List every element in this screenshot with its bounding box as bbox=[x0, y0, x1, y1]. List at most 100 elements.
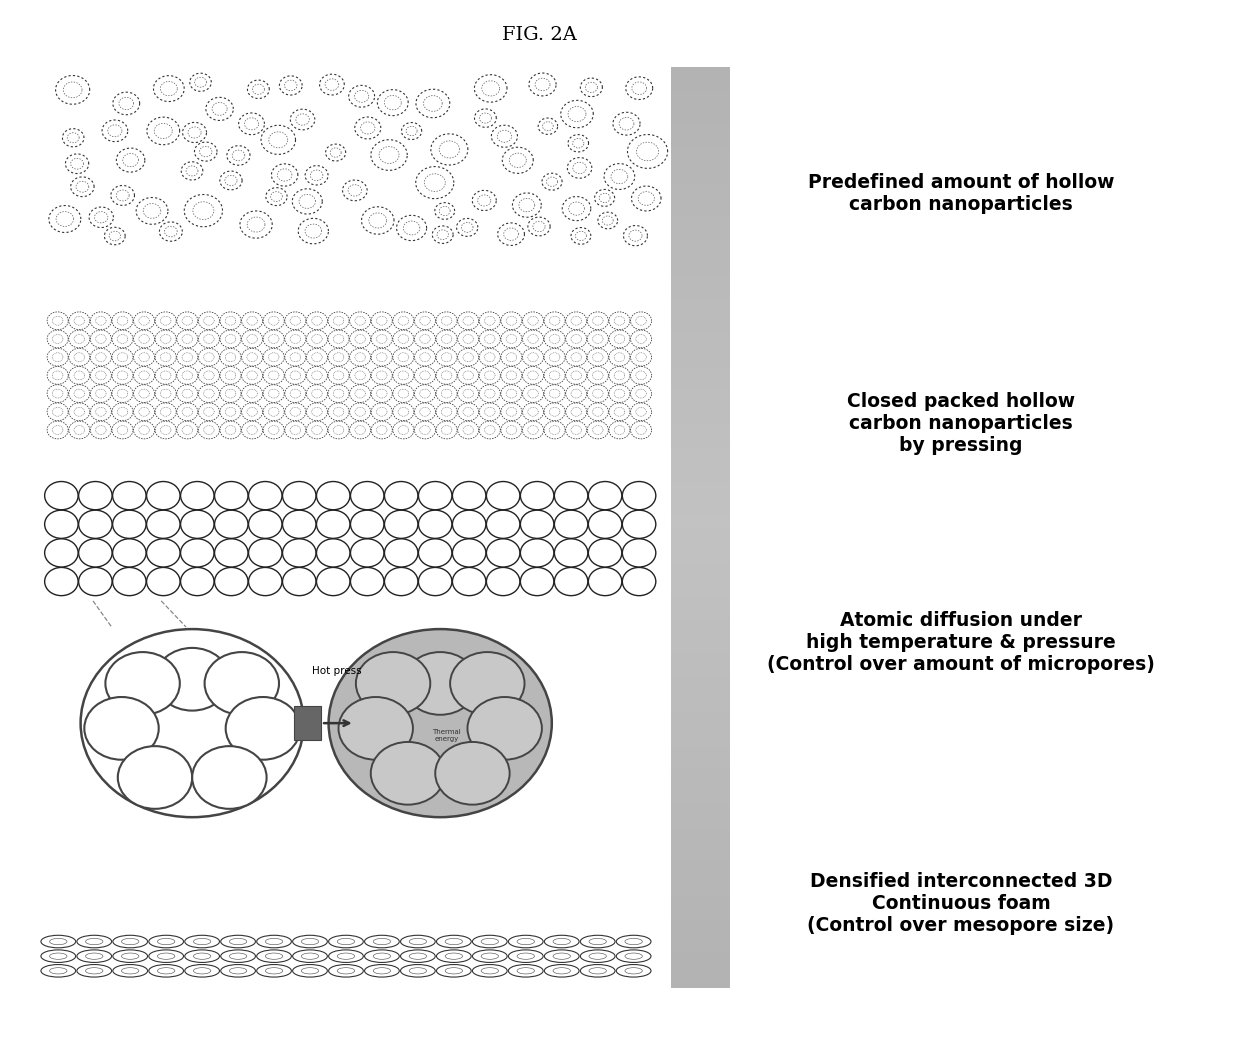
Ellipse shape bbox=[401, 935, 435, 948]
Circle shape bbox=[78, 567, 112, 596]
Circle shape bbox=[146, 510, 180, 538]
Circle shape bbox=[45, 567, 78, 596]
Bar bbox=[671, 642, 730, 654]
Ellipse shape bbox=[301, 968, 319, 974]
Text: Predefined amount of hollow
carbon nanoparticles: Predefined amount of hollow carbon nanop… bbox=[807, 172, 1115, 214]
Bar bbox=[671, 216, 730, 229]
Circle shape bbox=[78, 482, 112, 510]
Circle shape bbox=[78, 539, 112, 567]
Bar bbox=[671, 504, 730, 516]
Ellipse shape bbox=[409, 968, 427, 974]
Circle shape bbox=[588, 510, 621, 538]
Bar bbox=[671, 780, 730, 792]
Ellipse shape bbox=[337, 968, 355, 974]
Bar bbox=[671, 331, 730, 344]
Ellipse shape bbox=[553, 953, 570, 959]
Ellipse shape bbox=[544, 965, 579, 977]
Ellipse shape bbox=[41, 965, 76, 977]
Circle shape bbox=[215, 510, 248, 538]
Bar bbox=[671, 124, 730, 137]
Ellipse shape bbox=[409, 938, 427, 945]
Circle shape bbox=[384, 567, 418, 596]
Circle shape bbox=[81, 629, 304, 817]
Circle shape bbox=[181, 510, 215, 538]
Ellipse shape bbox=[373, 968, 391, 974]
Bar bbox=[671, 492, 730, 505]
Ellipse shape bbox=[329, 950, 363, 962]
Bar bbox=[671, 734, 730, 746]
Bar bbox=[671, 205, 730, 217]
Bar bbox=[671, 975, 730, 988]
Ellipse shape bbox=[149, 950, 184, 962]
Circle shape bbox=[113, 510, 146, 538]
Circle shape bbox=[384, 539, 418, 567]
Ellipse shape bbox=[329, 935, 363, 948]
Circle shape bbox=[521, 510, 554, 538]
Ellipse shape bbox=[41, 935, 76, 948]
Ellipse shape bbox=[157, 953, 175, 959]
Text: Hot press: Hot press bbox=[312, 666, 362, 676]
Circle shape bbox=[316, 482, 350, 510]
Bar bbox=[671, 113, 730, 125]
Circle shape bbox=[622, 482, 656, 510]
Ellipse shape bbox=[185, 965, 219, 977]
Ellipse shape bbox=[472, 965, 507, 977]
Ellipse shape bbox=[293, 965, 327, 977]
Circle shape bbox=[622, 567, 656, 596]
Bar bbox=[671, 389, 730, 401]
Circle shape bbox=[351, 539, 384, 567]
Ellipse shape bbox=[265, 938, 283, 945]
Circle shape bbox=[118, 746, 192, 809]
Bar bbox=[671, 262, 730, 275]
Ellipse shape bbox=[185, 935, 219, 948]
Bar bbox=[671, 515, 730, 528]
Circle shape bbox=[316, 539, 350, 567]
Ellipse shape bbox=[481, 968, 498, 974]
Bar bbox=[671, 251, 730, 263]
Circle shape bbox=[113, 539, 146, 567]
Circle shape bbox=[181, 539, 215, 567]
Ellipse shape bbox=[149, 965, 184, 977]
Circle shape bbox=[371, 742, 445, 805]
Bar bbox=[671, 377, 730, 390]
Ellipse shape bbox=[580, 965, 615, 977]
Ellipse shape bbox=[86, 953, 103, 959]
Ellipse shape bbox=[625, 938, 642, 945]
Bar bbox=[671, 354, 730, 367]
Bar bbox=[671, 435, 730, 447]
Circle shape bbox=[521, 482, 554, 510]
Circle shape bbox=[329, 629, 552, 817]
Bar bbox=[671, 849, 730, 861]
Circle shape bbox=[554, 482, 588, 510]
Circle shape bbox=[622, 539, 656, 567]
Bar bbox=[294, 706, 321, 740]
Bar bbox=[671, 630, 730, 643]
Ellipse shape bbox=[157, 938, 175, 945]
Ellipse shape bbox=[472, 950, 507, 962]
Ellipse shape bbox=[221, 935, 255, 948]
Circle shape bbox=[339, 697, 413, 760]
Ellipse shape bbox=[401, 965, 435, 977]
Ellipse shape bbox=[50, 953, 67, 959]
Bar bbox=[671, 826, 730, 838]
Ellipse shape bbox=[257, 935, 291, 948]
Ellipse shape bbox=[508, 950, 543, 962]
Ellipse shape bbox=[221, 965, 255, 977]
Circle shape bbox=[146, 567, 180, 596]
Circle shape bbox=[78, 510, 112, 538]
Bar bbox=[671, 711, 730, 723]
Ellipse shape bbox=[41, 950, 76, 962]
Circle shape bbox=[521, 567, 554, 596]
Bar bbox=[671, 228, 730, 240]
Circle shape bbox=[486, 482, 520, 510]
Bar bbox=[671, 940, 730, 953]
Circle shape bbox=[283, 510, 316, 538]
Ellipse shape bbox=[481, 938, 498, 945]
Ellipse shape bbox=[113, 935, 148, 948]
Ellipse shape bbox=[580, 935, 615, 948]
Bar bbox=[671, 446, 730, 459]
Bar bbox=[671, 136, 730, 148]
Bar bbox=[671, 883, 730, 896]
Ellipse shape bbox=[401, 950, 435, 962]
Bar bbox=[671, 78, 730, 91]
